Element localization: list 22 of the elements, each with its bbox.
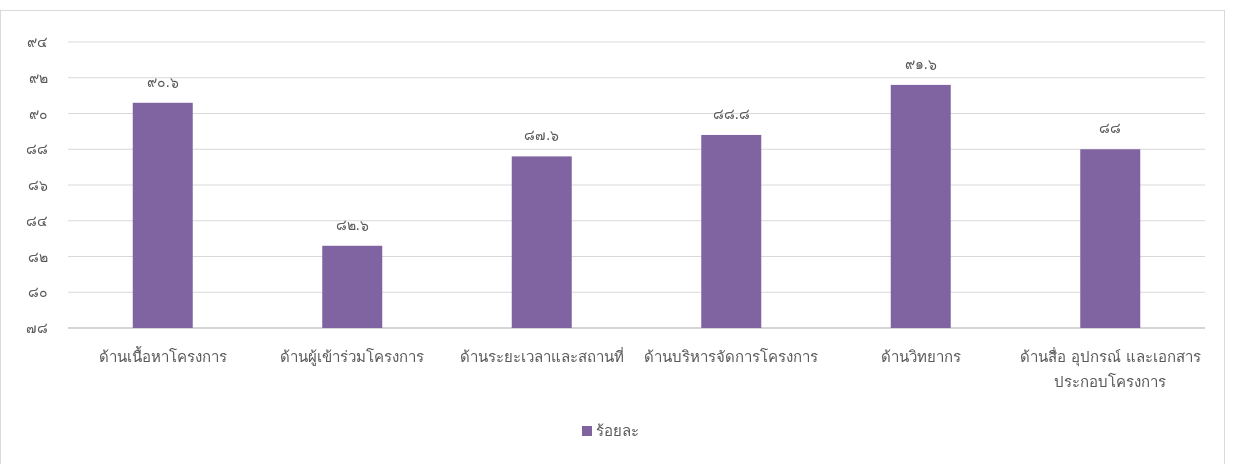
y-tick-label: ๙๔ — [27, 34, 48, 50]
data-label: ๘๒.๖ — [335, 216, 369, 233]
y-tick-label: ๘๔ — [26, 212, 48, 229]
y-tick-label: ๘๖ — [28, 177, 48, 193]
y-tick-label: ๙๒ — [29, 69, 48, 86]
x-tick-label: ด้านบริหารจัดการโครงการ — [644, 348, 819, 366]
y-tick-label: ๙๐ — [29, 105, 48, 122]
data-label: ๘๘.๘ — [712, 105, 750, 122]
y-tick-label: ๘๘ — [26, 141, 48, 158]
x-tick-label: ด้านระยะเวลาและสถานที่ — [459, 346, 624, 366]
legend-label: ร้อยละ — [596, 422, 639, 440]
y-tick-label: ๘๒ — [28, 248, 48, 265]
data-label: ๘๘ — [1099, 120, 1122, 137]
y-tick-label: ๗๘ — [26, 320, 48, 336]
y-tick-label: ๘๐ — [28, 284, 48, 301]
x-tick-label: ด้านผู้เข้าร่วมโครงการ — [280, 348, 425, 366]
x-tick-label: ด้านวิทยากร — [880, 348, 961, 366]
data-label: ๙๑.๖ — [904, 55, 937, 72]
x-tick-label: ด้านสื่อ อุปกรณ์ และเอกสาร ประกอบโครงการ — [1019, 346, 1201, 391]
data-label: ๙๐.๖ — [146, 73, 179, 90]
data-label: ๘๗.๖ — [524, 127, 560, 144]
x-tick-label: ด้านเนื้อหาโครงการ — [98, 346, 227, 366]
